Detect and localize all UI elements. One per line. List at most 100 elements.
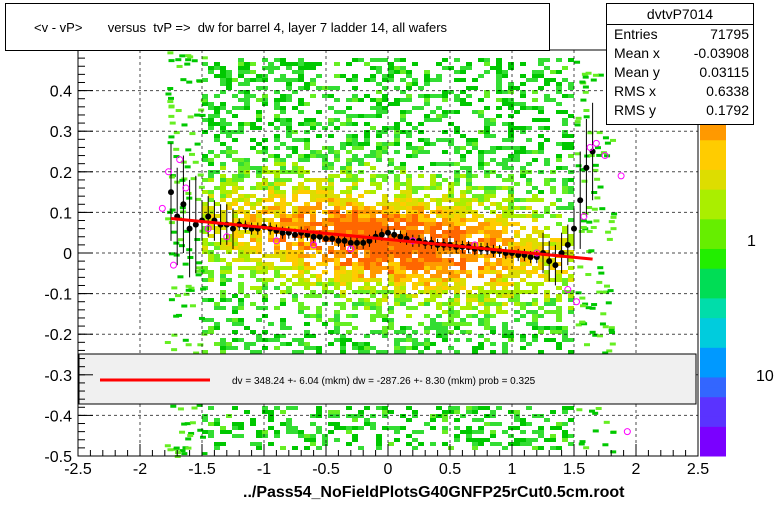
heatmap-cell	[490, 286, 496, 290]
heatmap-cell	[406, 442, 412, 446]
heatmap-cell	[400, 270, 406, 274]
heatmap-cell	[608, 220, 615, 224]
heatmap-cell	[238, 178, 244, 182]
heatmap-cell	[454, 234, 460, 238]
heatmap-cell	[484, 62, 490, 66]
heatmap-cell	[268, 198, 274, 202]
heatmap-cell	[490, 314, 496, 318]
heatmap-cell	[202, 318, 208, 322]
heatmap-cell	[448, 194, 454, 198]
heatmap-cell	[292, 298, 298, 302]
heatmap-cell	[232, 150, 238, 154]
heatmap-cell	[214, 418, 220, 422]
heatmap-cell	[502, 178, 508, 182]
heatmap-cell	[250, 70, 256, 74]
heatmap-cell	[394, 246, 400, 250]
heatmap-cell	[175, 294, 182, 298]
heatmap-cell	[418, 150, 424, 154]
heatmap-cell	[376, 142, 382, 146]
heatmap-cell	[436, 266, 442, 270]
heatmap-cell	[562, 134, 568, 138]
heatmap-cell	[502, 310, 508, 314]
heatmap-cell	[466, 138, 472, 142]
heatmap-cell	[575, 116, 582, 120]
heatmap-cell	[442, 442, 448, 446]
heatmap-cell	[364, 130, 370, 134]
heatmap-cell	[214, 258, 220, 262]
profile-point	[360, 239, 367, 246]
heatmap-cell	[364, 134, 370, 138]
heatmap-cell	[436, 350, 442, 354]
heatmap-cell	[328, 166, 334, 170]
heatmap-cell	[514, 206, 520, 210]
heatmap-cell	[298, 154, 304, 158]
heatmap-cell	[412, 438, 418, 442]
heatmap-cell	[274, 190, 280, 194]
heatmap-cell	[424, 114, 430, 118]
heatmap-cell	[478, 254, 484, 258]
heatmap-cell	[173, 253, 180, 257]
heatmap-cell	[412, 214, 418, 218]
heatmap-cell	[556, 262, 562, 266]
heatmap-cell	[256, 114, 262, 118]
profile-point	[335, 237, 342, 244]
heatmap-cell	[334, 206, 340, 210]
heatmap-cell	[526, 422, 532, 426]
heatmap-cell	[250, 122, 256, 126]
heatmap-cell	[502, 266, 508, 270]
heatmap-cell	[454, 202, 460, 206]
heatmap-cell	[220, 70, 226, 74]
heatmap-cell	[532, 414, 538, 418]
colorbar-label-1: 1	[747, 233, 756, 250]
heatmap-cell	[538, 126, 544, 130]
heatmap-cell	[262, 198, 268, 202]
heatmap-cell	[568, 418, 574, 422]
heatmap-cell	[520, 262, 526, 266]
heatmap-cell	[286, 146, 292, 150]
heatmap-cell	[448, 226, 454, 230]
heatmap-cell	[526, 106, 532, 110]
heatmap-cell	[394, 202, 400, 206]
heatmap-cell	[286, 218, 292, 222]
heatmap-cell	[322, 438, 328, 442]
heatmap-cell	[394, 242, 400, 246]
colorbar-cell	[700, 238, 726, 249]
heatmap-cell	[532, 230, 538, 234]
heatmap-cell	[280, 178, 286, 182]
heatmap-cell	[502, 226, 508, 230]
heatmap-cell	[376, 58, 382, 62]
heatmap-cell	[596, 280, 603, 284]
heatmap-cell	[466, 430, 472, 434]
heatmap-cell	[424, 214, 430, 218]
alt-profile-point	[272, 237, 280, 245]
heatmap-cell	[424, 246, 430, 250]
heatmap-cell	[448, 306, 454, 310]
heatmap-cell	[346, 250, 352, 254]
heatmap-cell	[544, 242, 550, 246]
heatmap-cell	[454, 238, 460, 242]
heatmap-cell	[484, 262, 490, 266]
heatmap-cell	[310, 206, 316, 210]
heatmap-cell	[187, 115, 194, 119]
heatmap-cell	[424, 142, 430, 146]
heatmap-cell	[376, 202, 382, 206]
heatmap-cell	[316, 206, 322, 210]
heatmap-cell	[400, 182, 406, 186]
heatmap-cell	[538, 254, 544, 258]
heatmap-cell	[262, 306, 268, 310]
heatmap-cell	[502, 346, 508, 350]
heatmap-cell	[436, 118, 442, 122]
alt-profile-point	[623, 428, 631, 436]
heatmap-cell	[556, 270, 562, 274]
heatmap-cell	[322, 162, 328, 166]
heatmap-cell	[544, 290, 550, 294]
heatmap-cell	[256, 98, 262, 102]
heatmap-cell	[220, 102, 226, 106]
colorbar-cell	[700, 357, 726, 368]
heatmap-cell	[600, 290, 607, 294]
heatmap-cell	[298, 238, 304, 242]
colorbar-cell	[700, 218, 726, 230]
heatmap-cell	[406, 222, 412, 226]
heatmap-cell	[220, 246, 226, 250]
heatmap-cell	[538, 62, 544, 66]
